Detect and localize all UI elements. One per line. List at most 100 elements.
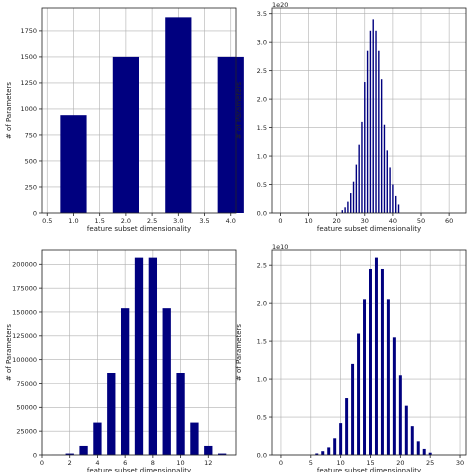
bar	[375, 30, 377, 214]
bar	[176, 373, 185, 455]
x-tick-label: 5	[309, 459, 313, 467]
bar	[327, 447, 331, 455]
y-tick-label: 1.0	[257, 152, 267, 160]
bar	[357, 333, 361, 455]
bar	[351, 363, 355, 455]
x-tick-label: 0	[40, 459, 44, 467]
bar	[369, 30, 372, 214]
y-tick-label: 1750	[20, 27, 37, 35]
bar	[392, 184, 394, 213]
x-tick-label: 1.0	[68, 217, 78, 225]
bar	[404, 405, 408, 455]
axes-frame	[271, 249, 467, 456]
y-axis-label: # of Parameters	[5, 324, 13, 381]
y-tick-label: 75000	[16, 380, 37, 388]
y-tick-label: 0.5	[257, 413, 267, 421]
axes-frame	[41, 7, 237, 214]
bar	[120, 308, 130, 455]
x-tick-label: 2	[68, 459, 72, 467]
bar	[383, 124, 386, 213]
bar	[341, 210, 343, 213]
y-tick-label: 0.5	[257, 181, 267, 189]
bar	[79, 445, 88, 455]
x-axis-label: feature subset dimensionality	[317, 467, 421, 472]
bar	[386, 150, 388, 213]
y-tick-label: 1250	[20, 79, 37, 87]
bar	[366, 50, 369, 214]
y-tick-label: 3.0	[257, 38, 267, 46]
x-tick-label: 20	[396, 459, 404, 467]
x-axis-label: feature subset dimensionality	[87, 467, 191, 472]
bar	[369, 268, 372, 455]
bar	[321, 451, 325, 455]
bar	[358, 144, 360, 213]
x-tick-label: 1.5	[95, 217, 105, 225]
bar	[374, 257, 378, 455]
bar	[378, 50, 380, 214]
bar	[333, 438, 337, 455]
bar	[112, 56, 139, 213]
bar	[372, 19, 374, 214]
y-axis-label: # of Parameters	[5, 82, 13, 139]
bar	[422, 448, 426, 455]
y-tick-label: 0.0	[257, 209, 267, 217]
x-tick-label: 12	[204, 459, 212, 467]
bar	[148, 257, 158, 455]
x-axis-label: feature subset dimensionality	[317, 225, 421, 233]
bar	[315, 453, 319, 455]
bar	[363, 299, 367, 455]
x-tick-label: 6	[123, 459, 127, 467]
x-tick-label: 3.5	[199, 217, 209, 225]
y-tick-label: 50000	[16, 404, 37, 412]
y-tick-label: 1000	[20, 105, 37, 113]
bar	[93, 422, 102, 455]
x-tick-label: 3.0	[173, 217, 183, 225]
bar	[345, 398, 349, 455]
bar	[364, 82, 366, 214]
bar	[190, 422, 199, 455]
x-tick-label: 10	[304, 217, 312, 225]
x-tick-label: 20	[333, 217, 341, 225]
bar	[395, 195, 397, 213]
x-axis-label: feature subset dimensionality	[87, 225, 191, 233]
bar	[352, 181, 355, 213]
x-tick-label: 0	[279, 459, 283, 467]
bar	[397, 204, 400, 213]
bar	[60, 115, 87, 213]
bar	[217, 453, 227, 455]
y-tick-label: 250	[25, 183, 37, 191]
subplot-bottom-left: 0 2 4 6 8 10 12 0 25000 50000 75000 100000 125000 150…	[5, 249, 237, 472]
y-tick-label: 0	[33, 451, 37, 459]
bar	[380, 268, 384, 455]
bar	[204, 445, 213, 455]
bar	[398, 375, 402, 455]
bar	[65, 453, 74, 455]
x-tick-label: 25	[426, 459, 434, 467]
y-tick-label: 1500	[20, 53, 37, 61]
x-tick-label: 0.5	[42, 217, 52, 225]
x-tick-label: 50	[417, 217, 425, 225]
y-tick-label: 0	[33, 209, 37, 217]
x-tick-label: 30	[361, 217, 369, 225]
y-tick-label: 2.0	[257, 299, 267, 307]
x-tick-label: 10	[176, 459, 184, 467]
x-tick-label: 15	[366, 459, 374, 467]
y-tick-label: 500	[25, 157, 37, 165]
y-tick-label: 200000	[12, 261, 37, 269]
y-tick-label: 150000	[12, 308, 37, 316]
bar	[428, 452, 432, 455]
x-tick-label: 0	[278, 217, 282, 225]
bar	[107, 373, 116, 455]
bar	[410, 426, 414, 455]
x-tick-label: 60	[445, 217, 453, 225]
x-tick-label: 40	[389, 217, 397, 225]
y-axis-label: # of Parameters	[235, 324, 243, 381]
bar	[389, 167, 391, 213]
y-tick-label: 2.0	[257, 95, 267, 103]
bar	[162, 308, 171, 455]
x-tick-label: 2.5	[147, 217, 157, 225]
bar	[361, 121, 363, 213]
subplot-top-right: 0 10 20 30 40 50 60 0.0 0.5 1.0 1.5 2.0 2.5 3.0 3.5 fea…	[235, 1, 467, 233]
x-tick-label: 30	[456, 459, 464, 467]
y-offset-label: 1e20	[272, 1, 288, 9]
